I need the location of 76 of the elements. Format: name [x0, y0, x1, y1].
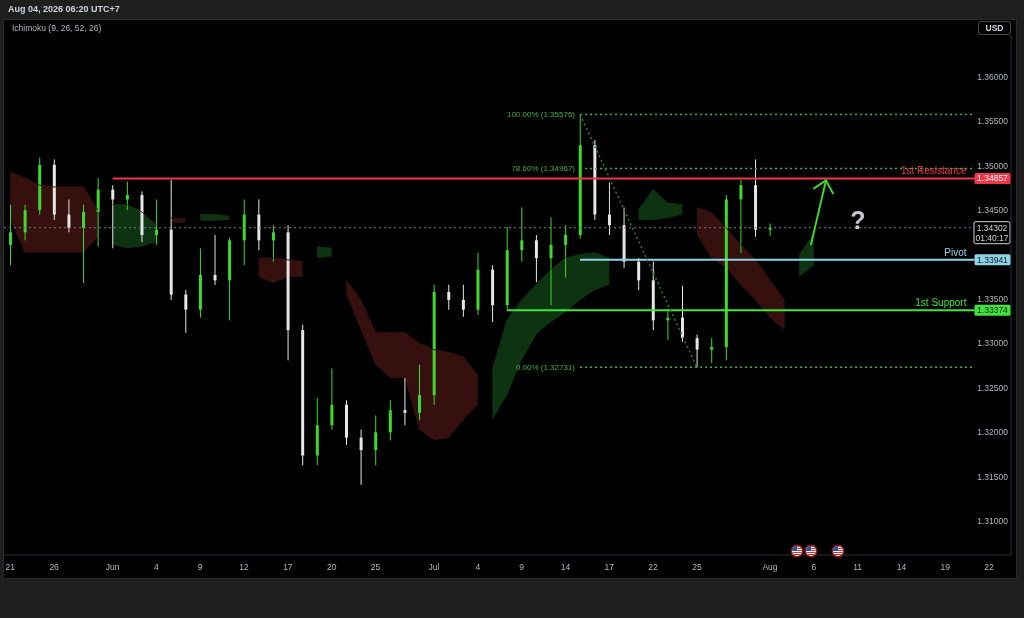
- y-tick-label: 1.31000: [977, 516, 1009, 527]
- x-tick-label: 25: [370, 562, 381, 573]
- candlestick: [155, 198, 159, 246]
- candlestick: [125, 181, 129, 211]
- candlestick: [403, 377, 407, 426]
- x-tick-label: 20: [326, 562, 337, 573]
- y-axis-title: USD: [978, 21, 1011, 35]
- x-tick-label: 19: [940, 562, 951, 573]
- x-tick-label: Jun: [105, 562, 120, 573]
- candlestick: [739, 179, 743, 254]
- text: Ichimoku (9, 26, 52, 26): [12, 23, 102, 34]
- y-tick-label: 1.34500: [977, 205, 1009, 216]
- candlestick: [184, 289, 188, 334]
- y-tick-label: 1.35500: [977, 116, 1009, 127]
- x-tick-label: Jul: [428, 562, 440, 573]
- candlestick: [549, 216, 553, 306]
- annotation: ?: [850, 206, 866, 235]
- text: Aug 04, 2026 06:20 UTC+7: [8, 4, 120, 15]
- x-tick-label: 4: [475, 562, 481, 573]
- annotation: 01:40:17: [974, 233, 1010, 244]
- y-tick-label: 1.32500: [977, 382, 1009, 393]
- series-label: 1st Resistance: [900, 165, 967, 177]
- candlestick: [520, 206, 524, 263]
- candlestick: [447, 284, 451, 311]
- candlestick: [418, 364, 422, 421]
- y-tick-label: 1.35000: [977, 160, 1009, 171]
- candlestick: [213, 234, 217, 286]
- x-tick-label: 25: [692, 562, 702, 573]
- y-tick-label: 1.32000: [977, 427, 1009, 438]
- candlestick: [82, 204, 86, 284]
- y-tick-label: 1.36000: [977, 71, 1009, 82]
- series-label: 100.00% (1.35576): [506, 110, 576, 120]
- candlestick: [710, 337, 714, 364]
- candlestick: [461, 284, 465, 318]
- series-label: 0.00% (1.32731): [515, 363, 576, 373]
- x-tick-label: 12: [239, 562, 250, 573]
- ref-line-label: 1.34302: [976, 222, 1008, 233]
- x-tick-label: 26: [49, 562, 60, 573]
- candlestick: [9, 204, 12, 266]
- series-label: Pivot: [944, 246, 967, 258]
- candlestick: [67, 198, 71, 233]
- y-tick-label: 1.33500: [977, 294, 1009, 305]
- candlestick: [637, 257, 641, 291]
- candlestick: [96, 177, 100, 248]
- candlestick: [564, 224, 568, 279]
- x-tick-label: 17: [283, 562, 293, 573]
- x-tick-label: 11: [853, 562, 863, 573]
- x-tick-label: 9: [519, 562, 525, 573]
- data-label: 1.34857: [977, 173, 1009, 184]
- candlestick: [607, 182, 611, 236]
- candlestick: [695, 334, 699, 368]
- x-tick-label: 22: [648, 562, 659, 573]
- x-tick-label: 22: [984, 562, 995, 573]
- candlestick: [534, 234, 538, 283]
- candlestick: [374, 414, 378, 466]
- x-tick-label: 14: [896, 562, 907, 573]
- series-label: 1st Support: [915, 297, 967, 309]
- candlestick: [330, 367, 334, 431]
- candlestick: [681, 285, 684, 343]
- x-tick-label: 21: [5, 562, 16, 573]
- candlestick: [111, 184, 115, 249]
- x-tick-label: 4: [154, 562, 160, 573]
- candlestick: [388, 399, 392, 441]
- series-label: 78.60% (1.34967): [511, 164, 576, 174]
- x-tick-label: 14: [560, 562, 571, 573]
- x-tick-label: 9: [197, 562, 203, 573]
- x-tick-label: 17: [604, 562, 615, 573]
- candlestick: [271, 224, 275, 263]
- candlestick: [23, 204, 27, 241]
- candlestick: [359, 429, 363, 486]
- y-tick-label: 1.33000: [977, 338, 1009, 349]
- x-tick-label: Aug: [762, 562, 778, 573]
- y-tick-label: 1.31500: [977, 471, 1009, 482]
- x-tick-label: 6: [811, 562, 817, 573]
- data-label: 1.33941: [977, 254, 1009, 265]
- data-label: 1.33374: [977, 305, 1009, 316]
